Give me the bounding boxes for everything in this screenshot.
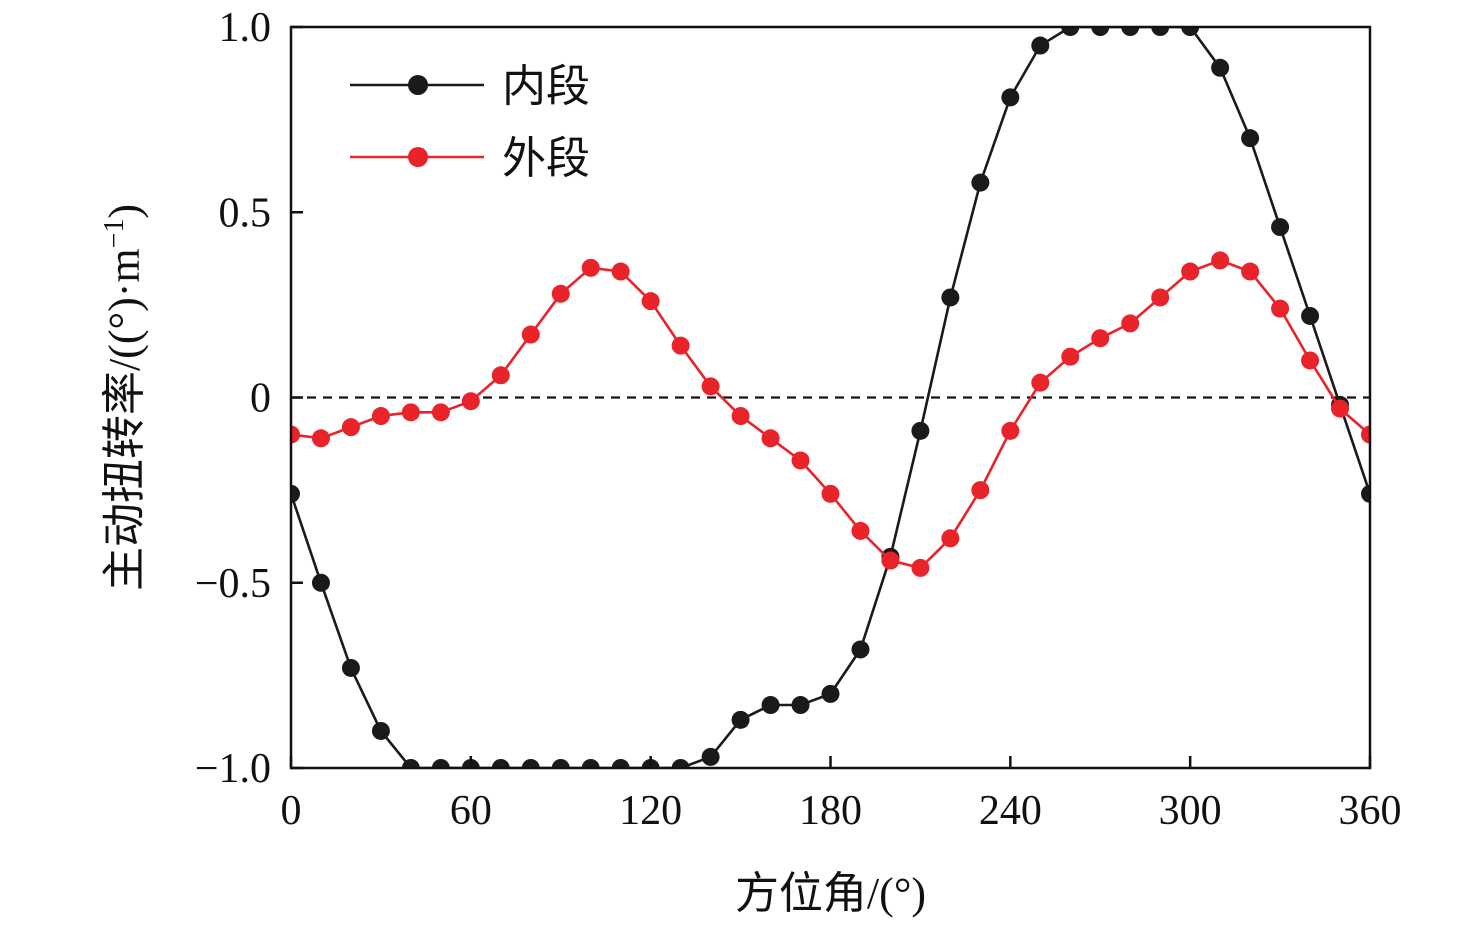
data-point — [1151, 288, 1170, 307]
y-axis-title-close: ) — [100, 204, 149, 219]
data-point — [461, 392, 480, 411]
data-point — [791, 696, 810, 715]
data-point — [1241, 129, 1260, 148]
x-tick-label: 60 — [450, 788, 492, 834]
data-point — [311, 429, 330, 448]
data-point — [701, 377, 720, 396]
data-point — [1121, 27, 1140, 36]
data-point — [941, 288, 960, 307]
data-point — [401, 759, 420, 768]
series-2 — [291, 251, 1370, 577]
data-point — [1061, 27, 1080, 36]
data-point — [1361, 425, 1370, 444]
legend-label: 外段 — [502, 134, 590, 183]
data-point — [1211, 58, 1230, 77]
data-point — [971, 173, 990, 192]
data-point — [401, 403, 420, 422]
data-point — [1361, 484, 1370, 503]
data-point — [821, 484, 840, 503]
legend-marker — [408, 147, 428, 167]
data-point — [581, 258, 600, 277]
data-point — [761, 696, 780, 715]
data-point — [881, 551, 900, 570]
data-point — [911, 421, 930, 440]
y-tick-label: 0 — [250, 376, 271, 422]
data-point — [1001, 88, 1020, 107]
data-point — [971, 481, 990, 500]
data-point — [311, 573, 330, 592]
data-point — [791, 451, 810, 470]
data-point — [371, 721, 390, 740]
data-point — [371, 407, 390, 426]
data-point — [731, 710, 750, 729]
data-point — [491, 366, 510, 385]
data-point — [581, 759, 600, 768]
x-tick-label: 120 — [619, 788, 682, 834]
y-tick-label: −1.0 — [195, 746, 271, 792]
data-point — [341, 418, 360, 437]
data-point — [1181, 27, 1200, 36]
data-point — [1181, 262, 1200, 281]
data-point — [611, 759, 630, 768]
data-point — [491, 759, 510, 768]
data-point — [291, 484, 300, 503]
data-point — [1091, 27, 1110, 36]
data-point — [851, 521, 870, 540]
data-point — [731, 407, 750, 426]
data-point — [431, 759, 450, 768]
data-point — [1031, 36, 1050, 55]
axis-ticks: 0 60 120 180 240 300 360 −1.0 −0.5 0 0.5 1.0 — [195, 5, 1402, 834]
x-tick-label: 360 — [1339, 788, 1402, 834]
data-point — [1271, 299, 1290, 318]
data-point — [551, 284, 570, 303]
data-point — [941, 529, 960, 548]
data-point — [551, 759, 570, 768]
data-point — [611, 262, 630, 281]
data-point — [701, 747, 720, 766]
x-tick-label: 0 — [281, 788, 302, 834]
series-1 — [291, 27, 1370, 768]
data-point — [431, 403, 450, 422]
data-point — [641, 292, 660, 311]
y-tick-label: 1.0 — [219, 5, 272, 51]
data-point — [1151, 27, 1170, 36]
data-point — [1271, 218, 1290, 237]
series-line-2 — [291, 259, 1370, 570]
plot-layer — [291, 27, 1370, 768]
data-point — [521, 325, 540, 344]
data-point — [1061, 347, 1080, 366]
y-axis-title-superscript: −1 — [99, 219, 130, 249]
data-point — [1241, 262, 1260, 281]
data-point — [1331, 399, 1350, 418]
data-point — [1121, 314, 1140, 333]
x-tick-label: 240 — [979, 788, 1042, 834]
data-point — [1091, 329, 1110, 348]
data-point — [341, 658, 360, 677]
data-point — [1001, 421, 1020, 440]
data-point — [521, 759, 540, 768]
x-tick-label: 300 — [1159, 788, 1222, 834]
data-point — [1211, 251, 1230, 270]
legend-marker — [408, 75, 428, 95]
data-point — [671, 759, 690, 768]
x-axis-title: 方位角/(°) — [735, 869, 926, 918]
data-point — [671, 336, 690, 355]
y-tick-label: 0.5 — [219, 190, 272, 236]
y-axis-title: 主动扭转率/((°)·m−1) — [99, 204, 149, 591]
y-tick-label: −0.5 — [195, 561, 271, 607]
data-point — [851, 640, 870, 659]
data-point — [821, 684, 840, 703]
data-point — [1031, 373, 1050, 392]
data-point — [291, 425, 300, 444]
x-tick-label: 180 — [799, 788, 862, 834]
data-point — [1301, 306, 1320, 325]
data-point — [1301, 351, 1320, 370]
legend-label: 内段 — [502, 62, 590, 111]
y-axis-title-main: 主动扭转率/((°)·m — [100, 248, 149, 591]
data-point — [761, 429, 780, 448]
data-point — [911, 558, 930, 577]
